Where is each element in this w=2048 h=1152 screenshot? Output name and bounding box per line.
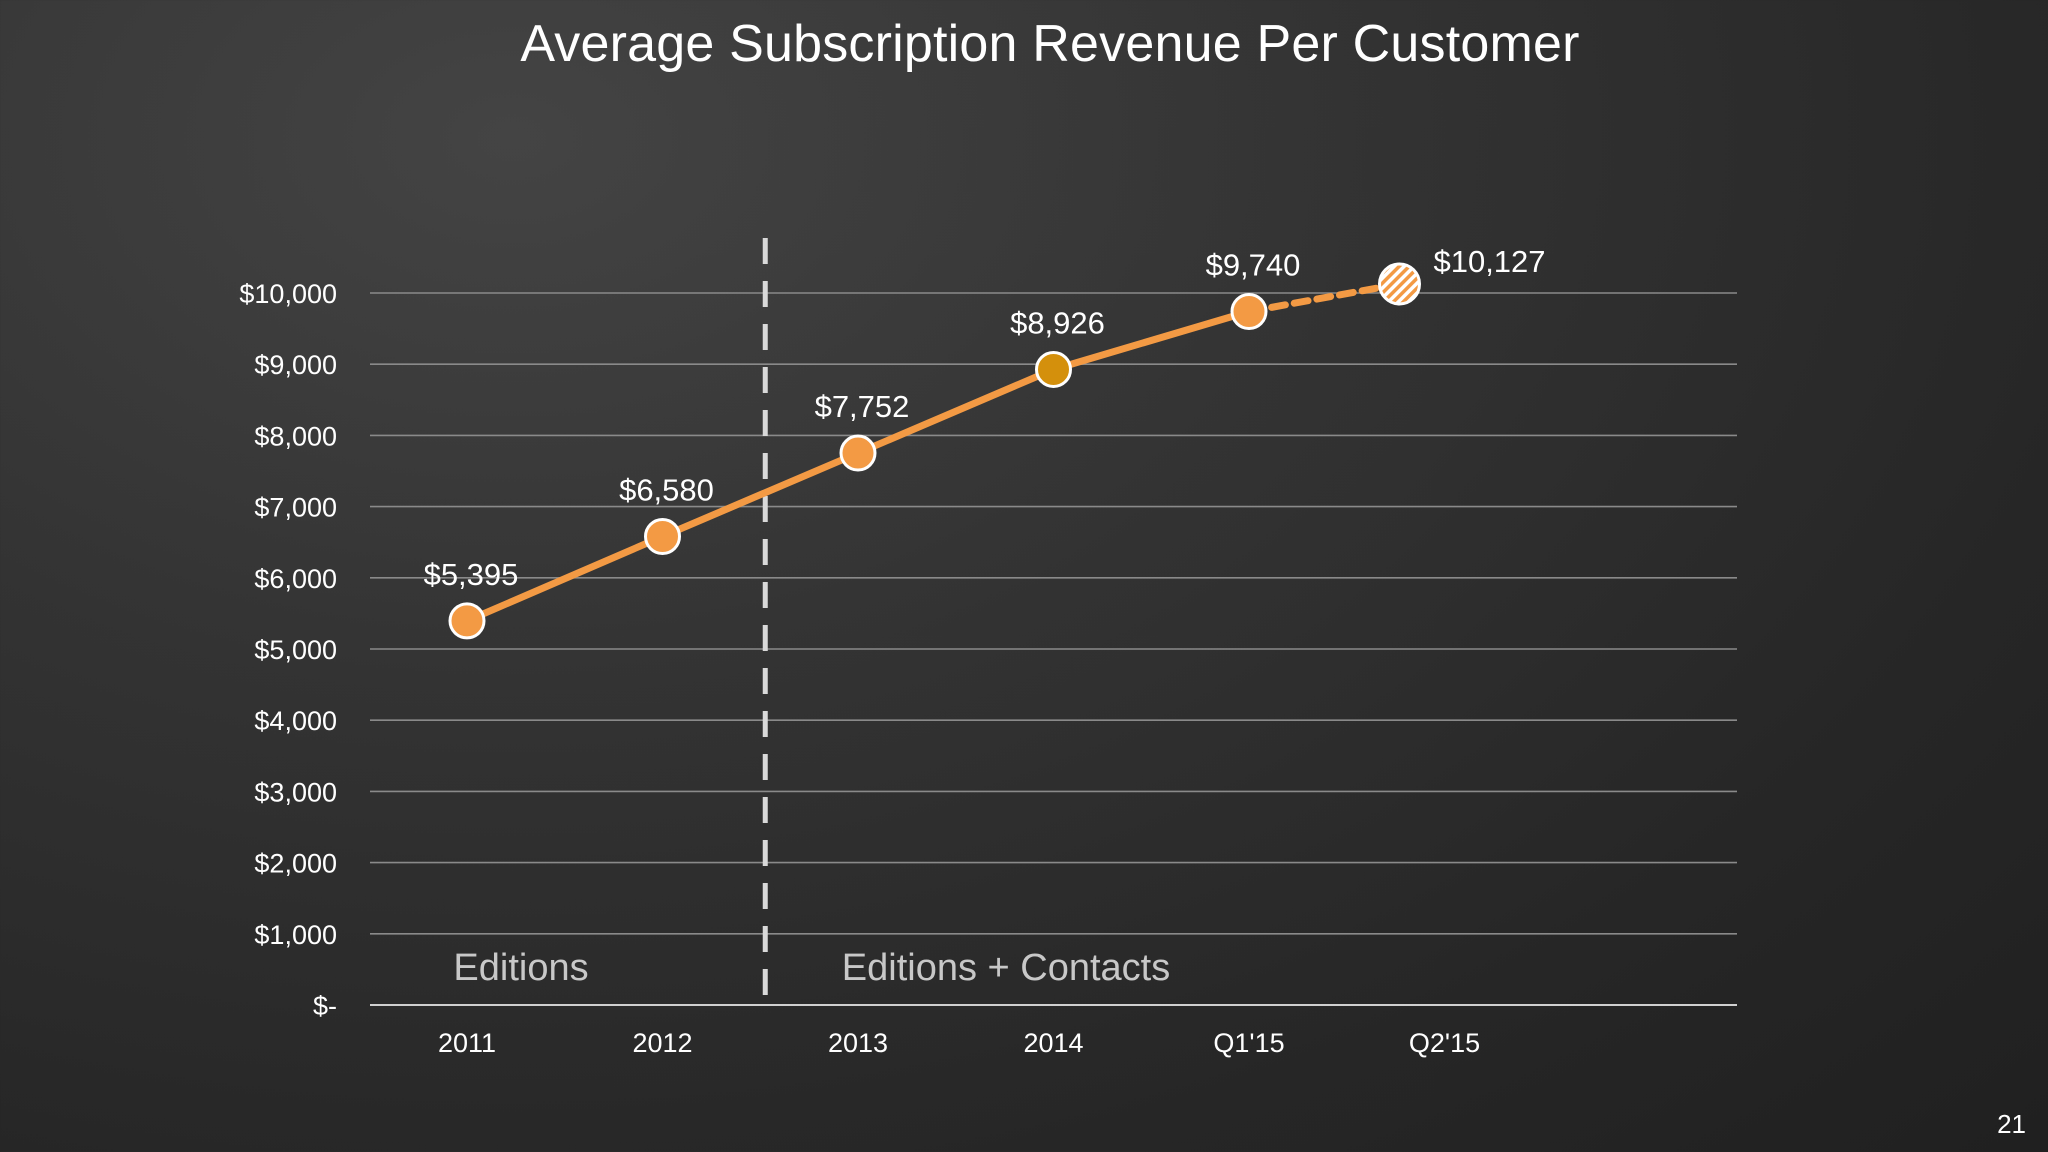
series-segment-projected: [1245, 280, 1403, 316]
x-tick-label: 2012: [632, 1028, 692, 1058]
x-tick-label: Q2'15: [1409, 1028, 1480, 1058]
y-tick-label: $2,000: [254, 849, 337, 879]
y-tick-label: $-: [313, 991, 337, 1021]
region-labels: Editions Editions + Contacts: [453, 947, 1170, 989]
series-line: [463, 280, 1403, 625]
y-tick-label: $4,000: [254, 706, 337, 736]
data-label: $8,926: [1010, 305, 1105, 340]
data-point: [448, 602, 486, 640]
region-label: Editions + Contacts: [842, 947, 1170, 989]
data-label: $5,395: [424, 557, 519, 592]
series-markers: [448, 262, 1421, 640]
data-label: $6,580: [619, 473, 714, 508]
x-axis: 2011 2012 2013 2014 Q1'15 Q2'15: [438, 1028, 1480, 1058]
y-tick-label: $9,000: [254, 350, 337, 380]
y-axis: $- $1,000 $2,000 $3,000 $4,000 $5,000 $6,000 $7…: [239, 279, 337, 1021]
chart-title: Average Subscription Revenue Per Custome…: [520, 15, 1580, 73]
gridlines: [370, 292, 1737, 1006]
data-point: [644, 518, 681, 556]
x-tick-label: 2011: [438, 1028, 496, 1058]
y-tick-label: $7,000: [254, 493, 337, 523]
page-number: 21: [1997, 1109, 2026, 1139]
y-tick-label: $8,000: [254, 421, 337, 451]
y-tick-label: $5,000: [254, 635, 337, 665]
y-tick-label: $1,000: [254, 920, 337, 950]
series-segment: [463, 533, 666, 625]
series-segment: [854, 365, 1057, 457]
data-label: $9,740: [1206, 248, 1301, 283]
series-segment: [659, 449, 862, 541]
x-tick-label: 2014: [1023, 1028, 1083, 1058]
data-labels: $5,395 $6,580 $7,752 $8,926 $9,740 $10,127: [424, 244, 1546, 592]
x-tick-label: 2013: [828, 1028, 888, 1058]
data-point: [839, 434, 877, 472]
data-label: $10,127: [1433, 244, 1545, 279]
data-point: [1230, 293, 1268, 331]
y-tick-label: $3,000: [254, 777, 337, 807]
data-label: $7,752: [815, 389, 910, 424]
series-segment: [1050, 308, 1253, 373]
data-point: [1035, 350, 1072, 388]
y-tick-label: $10,000: [239, 279, 337, 309]
region-label: Editions: [453, 947, 588, 989]
x-tick-label: Q1'15: [1213, 1028, 1284, 1058]
y-tick-label: $6,000: [254, 564, 337, 594]
data-point-projected: [1378, 262, 1421, 306]
